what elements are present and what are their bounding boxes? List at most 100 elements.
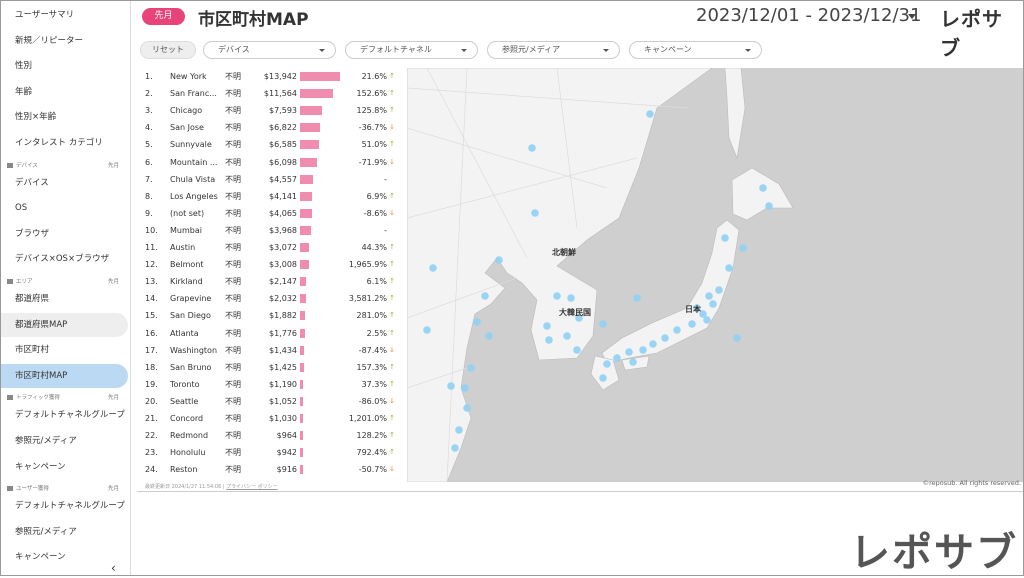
- rank: 6.: [145, 157, 153, 167]
- filter-dropdown[interactable]: デバイス: [203, 41, 336, 59]
- period-badge: 先月: [142, 8, 185, 25]
- country: 不明: [225, 123, 241, 133]
- rank: 5.: [145, 140, 153, 150]
- city-dot: [473, 318, 481, 326]
- section-period: 先月: [107, 279, 119, 285]
- nav-item[interactable]: ブラウザ: [15, 228, 50, 239]
- privacy-link[interactable]: プライバシー ポリシー: [226, 484, 278, 490]
- nav-item[interactable]: 都道府県MAP: [1, 312, 128, 337]
- date-caret[interactable]: [908, 14, 916, 19]
- nav-item[interactable]: 市区町村: [15, 345, 50, 356]
- table-row: 8. Los Angeles 不明 $4,141 6.9% ↑: [137, 188, 407, 205]
- nav-item[interactable]: デフォルトチャネルグループ: [15, 501, 125, 512]
- nav-item[interactable]: インタレスト カテゴリ: [15, 138, 103, 148]
- change: 44.3%: [361, 243, 387, 252]
- nav-item[interactable]: 性別×年齢: [15, 112, 57, 123]
- sidebar: ‹ ユーザーサマリ 新規／リピーター 性別 年齢 性別×年齢 インタレスト カテゴリ デバイ…: [1, 1, 131, 575]
- city: Chicago: [170, 106, 203, 116]
- nav-item[interactable]: デバイス: [15, 177, 49, 188]
- table-row: 6. Mountain ... 不明 $6,098 -71.9% ↓: [137, 154, 407, 171]
- filter-dropdown[interactable]: 参照元/メディア: [487, 41, 620, 59]
- city-table: 1. New York 不明 $13,942 21.6% ↑ 2. San Franc... 不…: [137, 68, 407, 482]
- city: San Diego: [170, 311, 211, 321]
- map-label: 日本: [685, 304, 702, 314]
- revenue-bar: [300, 277, 307, 287]
- country: 不明: [225, 277, 241, 287]
- city-dot: [715, 286, 723, 294]
- nav-item[interactable]: 新規／リピーター: [15, 35, 84, 46]
- nav-item[interactable]: 参照元/メディア: [15, 526, 77, 537]
- filter-label: デバイス: [218, 45, 250, 54]
- city-dot: [699, 310, 707, 318]
- nav-item[interactable]: ユーザーサマリ: [15, 10, 75, 20]
- city-dot: [575, 314, 583, 322]
- city: Chula Vista: [170, 174, 216, 184]
- revenue: $4,557: [269, 174, 297, 184]
- nav-section: デバイス 先月: [7, 161, 119, 171]
- city-dot: [531, 209, 539, 217]
- trend-arrow: ↑: [389, 243, 395, 251]
- change: 6.1%: [366, 277, 387, 287]
- nav-item[interactable]: 都道府県: [15, 294, 50, 304]
- city: San Bruno: [170, 362, 212, 372]
- rank: 20.: [145, 396, 158, 406]
- table-row: 5. Sunnyvale 不明 $6,585 51.0% ↑: [137, 136, 407, 153]
- revenue: $6,098: [269, 157, 297, 167]
- change: 37.3%: [361, 379, 387, 389]
- city: Washington: [170, 345, 218, 355]
- table-row: 11. Austin 不明 $3,072 44.3% ↑: [137, 239, 407, 256]
- filter-label: 参照元/メディア: [502, 45, 561, 54]
- nav-item[interactable]: 性別: [15, 61, 33, 72]
- table-row: 3. Chicago 不明 $7,593 125.8% ↑: [137, 102, 407, 119]
- city: Los Angeles: [170, 191, 218, 201]
- nav-item[interactable]: キャンペーン: [15, 461, 66, 472]
- revenue: $13,942: [263, 72, 297, 81]
- nav-item[interactable]: 年齢: [15, 86, 33, 97]
- table-row: 10. Mumbai 不明 $3,968 -: [137, 222, 407, 239]
- filter-dropdown[interactable]: キャンペーン: [629, 41, 762, 59]
- trend-arrow: ↓: [389, 208, 395, 217]
- city-dot: [629, 358, 637, 366]
- trend-arrow: ↓: [389, 123, 395, 132]
- nav-item[interactable]: デフォルトチャネルグループ: [15, 410, 125, 421]
- table-row: 4. San Jose 不明 $6,822 -36.7% ↓: [137, 119, 407, 136]
- city: Sunnyvale: [170, 140, 212, 150]
- revenue-bar: [300, 414, 303, 423]
- nav-item[interactable]: 市区町村MAP: [1, 363, 128, 388]
- nav-item[interactable]: デバイス×OS×ブラウザ: [15, 254, 110, 265]
- city: Toronto: [170, 379, 200, 389]
- nav-item[interactable]: 参照元/メディア: [15, 436, 77, 446]
- dropdown-caret: [461, 49, 467, 52]
- change: 792.4%: [356, 448, 387, 458]
- revenue: $3,968: [269, 225, 297, 235]
- city: Kirkland: [170, 277, 203, 287]
- filter-dropdown[interactable]: デフォルトチャネル: [345, 41, 478, 59]
- map-label: 北朝鮮: [552, 247, 576, 257]
- city: Redmond: [170, 431, 209, 441]
- section-label: ユーザー獲得: [16, 486, 49, 493]
- date-range[interactable]: 2023/12/01 - 2023/12/31: [696, 5, 922, 26]
- city-dot: [739, 244, 747, 252]
- revenue: $1,882: [269, 311, 297, 321]
- revenue: $3,072: [269, 243, 297, 252]
- dropdown-caret: [745, 49, 751, 52]
- city-dot: [461, 384, 469, 392]
- hokkaido: [731, 167, 794, 221]
- city-dot: [633, 294, 641, 302]
- revenue-bar: [300, 208, 312, 218]
- rank: 10.: [145, 225, 158, 235]
- city-dot: [721, 234, 729, 242]
- collapse-button[interactable]: ‹: [111, 561, 116, 575]
- change: -87.4%: [358, 345, 387, 355]
- reset-button[interactable]: リセット: [140, 41, 196, 59]
- table-row: 22. Redmond 不明 $964 128.2% ↑: [137, 427, 407, 444]
- revenue-bar: [300, 106, 322, 116]
- city-dot: [463, 404, 471, 412]
- revenue-bar: [300, 465, 303, 475]
- city: Austin: [170, 243, 196, 252]
- trend-arrow: ↓: [389, 157, 395, 166]
- country: 不明: [225, 396, 241, 406]
- trend-arrow: ↓: [389, 396, 395, 405]
- nav-item[interactable]: OS: [15, 203, 28, 214]
- nav-item[interactable]: キャンペーン: [15, 552, 66, 563]
